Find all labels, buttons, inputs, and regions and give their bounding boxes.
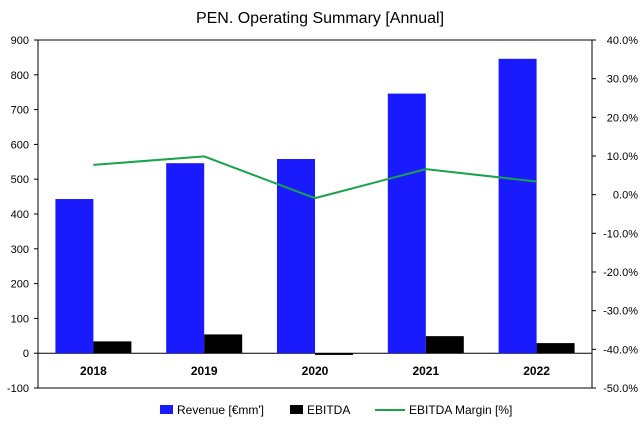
bar-ebitda-bar [315, 353, 353, 355]
left-tick-label: 800 [11, 70, 29, 82]
right-tick-label: 0.0% [613, 190, 638, 202]
left-tick-label: 400 [11, 209, 29, 221]
left-tick-label: -100 [7, 383, 29, 395]
right-tick-label: 40.0% [607, 35, 638, 47]
left-tick-label: 0 [23, 348, 29, 360]
category-label: 2018 [80, 364, 107, 378]
right-tick-label: -20.0% [603, 267, 638, 279]
left-axis: -100 0 100 200 300 400 500 600 700 800 900 [7, 35, 38, 395]
legend: Revenue [€mm'] EBITDA EBITDA Margin [%] [160, 403, 512, 417]
left-tick-label: 900 [11, 35, 29, 47]
legend-label: EBITDA Margin [%] [409, 403, 512, 417]
bar-ebitda-bar [536, 343, 575, 354]
category-labels: 2018 2019 2020 2021 2022 [80, 364, 550, 378]
category-label: 2020 [302, 364, 329, 378]
right-tick-label: -40.0% [603, 344, 638, 356]
right-tick-label: -50.0% [603, 383, 638, 395]
left-tick-label: 200 [11, 279, 29, 291]
left-tick-label: 700 [11, 105, 29, 117]
bar-revenue-bar [387, 93, 426, 354]
bar-revenue-bar [55, 199, 94, 354]
bar-ebitda-bar [93, 341, 132, 354]
left-tick-label: 600 [11, 139, 29, 151]
right-tick-label: 10.0% [607, 151, 638, 163]
bar-revenue-bar [166, 163, 205, 354]
chart-title: PEN. Operating Summary [Annual] [196, 10, 444, 27]
right-tick-label: 20.0% [607, 112, 638, 124]
category-label: 2022 [523, 364, 550, 378]
left-tick-label: 300 [11, 244, 29, 256]
right-axis: -50.0% -40.0% -30.0% -20.0% -10.0% 0.0% 10.0% 2… [592, 35, 638, 395]
bar-revenue-bar [277, 159, 315, 354]
margin-line-series [93, 155, 537, 200]
left-tick-label: 500 [11, 174, 29, 186]
left-tick-label: 100 [11, 313, 29, 325]
legend-label: Revenue [€mm'] [177, 403, 264, 417]
category-label: 2021 [412, 364, 439, 378]
bar-ebitda-bar [425, 336, 464, 354]
legend-swatch [160, 405, 173, 414]
bar-revenue-bar [498, 58, 537, 354]
legend-swatch [290, 405, 303, 414]
right-tick-label: -30.0% [603, 306, 638, 318]
bar-ebitda-bar [204, 334, 243, 354]
bar-series [55, 58, 575, 355]
legend-label: EBITDA [307, 403, 350, 417]
right-tick-label: -10.0% [603, 228, 638, 240]
category-label: 2019 [191, 364, 218, 378]
right-tick-label: 30.0% [607, 74, 638, 86]
